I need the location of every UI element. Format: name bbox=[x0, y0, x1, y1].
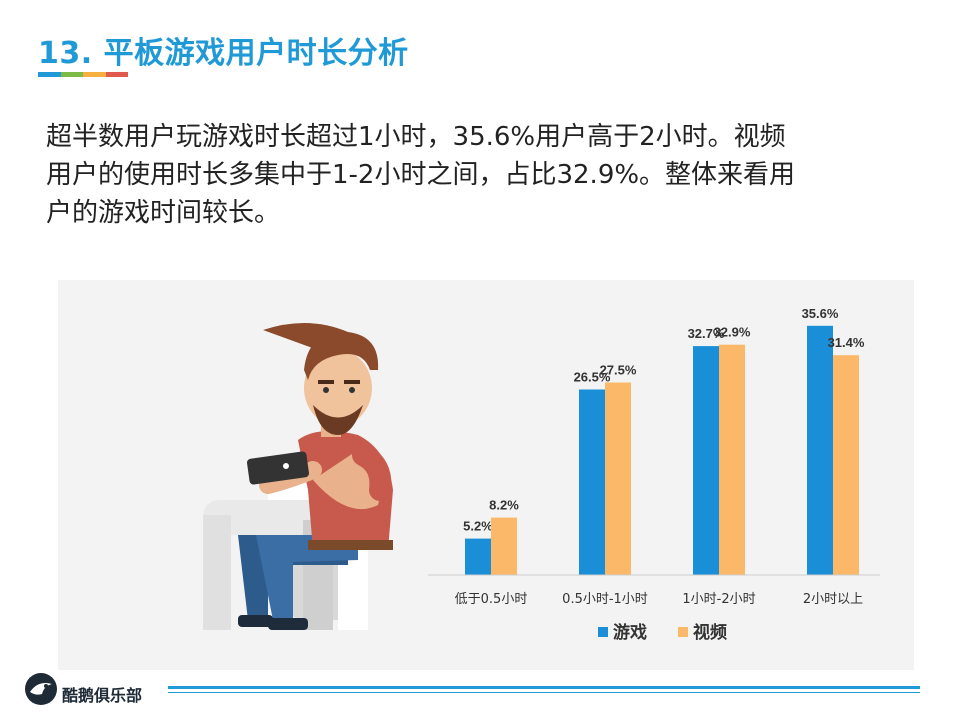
description-line: 超半数用户玩游戏时长超过1小时，35.6%用户高于2小时。视频 bbox=[46, 122, 786, 152]
data-label: 31.4% bbox=[828, 335, 865, 350]
legend-swatch bbox=[598, 627, 608, 637]
legs bbox=[238, 535, 358, 630]
penguin-logo-icon bbox=[25, 673, 57, 705]
bar-chart: 5.2% 8.2% 26.5%27.5% 32.7%32.9% 35.6% 31.4% 低… bbox=[428, 306, 880, 643]
description-line: 户的游戏时间较长。 bbox=[46, 198, 281, 228]
data-label: 26.5% bbox=[574, 370, 611, 385]
description-line: 用户的使用时长多集中于1-2小时之间，占比32.9%。整体来看用 bbox=[46, 160, 796, 190]
category-label: 低于0.5小时 bbox=[455, 592, 528, 607]
legend-swatch bbox=[678, 627, 688, 637]
chart-panel: 5.2% 8.2% 26.5% 27.5% 32.7% 32.9% 35.6% 31.4% 低… bbox=[58, 280, 914, 670]
footer-line-top bbox=[168, 686, 920, 689]
data-label: 35.6% bbox=[802, 306, 839, 321]
data-label: 32.7% bbox=[688, 326, 725, 341]
category-labels: 低于0.5小时 0.5小时-1小时 1小时-2小时 2小时以上 bbox=[455, 592, 863, 607]
bar-game-0 bbox=[465, 538, 491, 575]
data-label: 32.9% bbox=[714, 325, 751, 340]
category-label: 0.5小时-1小时 bbox=[562, 592, 648, 607]
legend: 游戏 视频 bbox=[598, 622, 727, 643]
man-with-tablet-illustration bbox=[203, 322, 393, 630]
underline-segment-3 bbox=[83, 72, 106, 77]
bar-game-2 bbox=[693, 346, 719, 575]
page-title: 13. 平板游戏用户时长分析 bbox=[38, 36, 409, 71]
legend-label: 游戏 bbox=[613, 622, 647, 643]
tablet bbox=[247, 451, 309, 485]
underline-segment-2 bbox=[60, 72, 83, 77]
description: 超半数用户玩游戏时长超过1小时，35.6%用户高于2小时。视频 用户的使用时长多… bbox=[46, 118, 906, 232]
footer: 酷鹅俱乐部 bbox=[0, 668, 960, 720]
bar-video-3 bbox=[833, 355, 859, 575]
title-underline bbox=[38, 72, 128, 77]
underline-segment-4 bbox=[105, 72, 128, 77]
footer-line-bottom bbox=[168, 692, 920, 693]
data-label: 8.2% bbox=[489, 498, 519, 513]
brand-name: 酷鹅俱乐部 bbox=[62, 686, 143, 705]
category-label: 1小时-2小时 bbox=[682, 592, 755, 607]
data-label: 5.2% bbox=[463, 519, 493, 534]
underline-segment-1 bbox=[38, 72, 61, 77]
category-label: 2小时以上 bbox=[803, 592, 863, 607]
bar-video-2 bbox=[719, 344, 745, 575]
bars-group: 5.2% 8.2% 26.5%27.5% 32.7%32.9% 35.6% 31.4% bbox=[463, 306, 865, 575]
bar-video-1 bbox=[605, 382, 631, 575]
bar-video-0 bbox=[491, 517, 517, 575]
head bbox=[263, 322, 379, 437]
bar-game-1 bbox=[579, 389, 605, 575]
data-label: 27.5% bbox=[600, 363, 637, 378]
bar-game-3 bbox=[807, 325, 833, 575]
legend-label: 视频 bbox=[693, 622, 727, 643]
